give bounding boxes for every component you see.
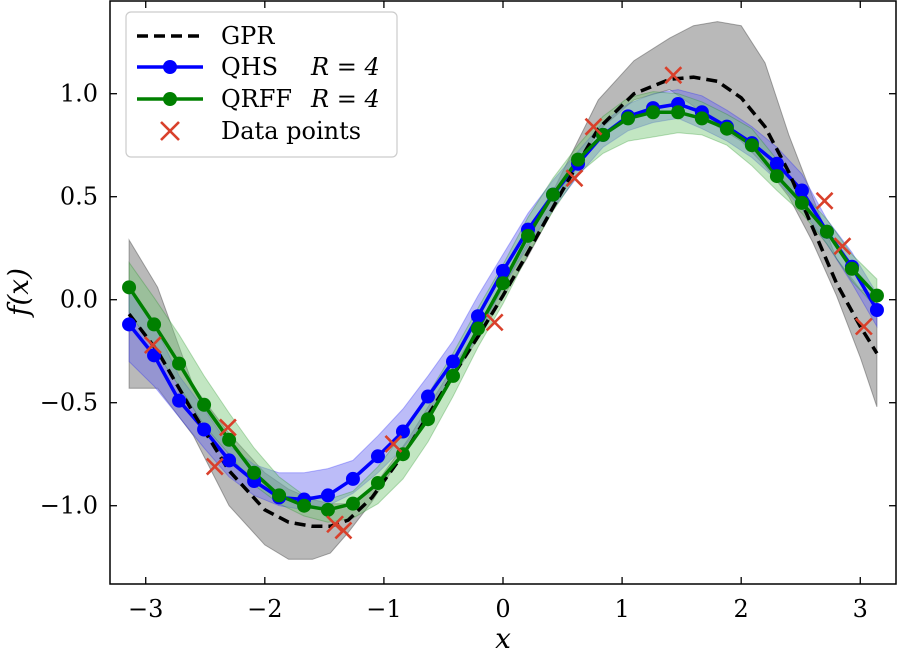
data-point xyxy=(815,191,834,210)
data-point xyxy=(334,521,353,540)
data-point xyxy=(565,169,584,188)
qhs-point xyxy=(470,309,485,324)
qrff-point xyxy=(445,368,460,383)
qrff-point xyxy=(172,356,187,371)
x-axis-label: x xyxy=(495,622,511,655)
data-point xyxy=(326,515,345,534)
qhs-point xyxy=(769,156,784,171)
qhs-confidence-band xyxy=(128,89,878,511)
qrff-point xyxy=(122,280,137,295)
qrff-point xyxy=(272,488,287,503)
data-point xyxy=(833,237,852,256)
qrff-point xyxy=(297,498,312,513)
qrff-point xyxy=(769,169,784,184)
legend-qhs-param: R = 4 xyxy=(310,53,380,81)
data-point xyxy=(205,457,224,476)
qhs-point xyxy=(197,422,212,437)
x-tick-label: 3 xyxy=(853,595,868,623)
confidence-bands xyxy=(128,21,878,560)
qrff-point xyxy=(320,502,335,517)
qrff-point xyxy=(197,397,212,412)
qrff-point xyxy=(571,152,586,167)
legend-data-label: Data points xyxy=(221,117,361,145)
qrff-point xyxy=(794,195,809,210)
qhs-point xyxy=(395,424,410,439)
qrff-point xyxy=(247,465,262,480)
legend-data-cross xyxy=(160,121,180,141)
qrff-point xyxy=(521,228,536,243)
qrff-point xyxy=(345,496,360,511)
qrff-point xyxy=(844,261,859,276)
data-point xyxy=(384,434,403,453)
data-point-markers xyxy=(143,66,873,540)
qrff-point xyxy=(671,105,686,120)
data-point xyxy=(218,418,237,437)
qrff-point xyxy=(694,111,709,126)
legend-qrff-param: R = 4 xyxy=(310,85,380,113)
qrff-point xyxy=(470,321,485,336)
qhs-point xyxy=(222,453,237,468)
legend-qrff-marker xyxy=(163,92,177,106)
qrff-point xyxy=(496,276,510,291)
legend-qrff-label: QRFF xyxy=(221,85,292,113)
qhs-point xyxy=(445,354,460,369)
qhs-point xyxy=(869,303,884,318)
qrff-point xyxy=(719,121,734,136)
data-point xyxy=(664,66,683,85)
qhs-point xyxy=(370,449,385,464)
qrff-point xyxy=(222,432,237,447)
qrff-point xyxy=(370,476,385,491)
qhs-point xyxy=(496,263,510,278)
data-point xyxy=(485,313,504,332)
x-tick-label: −2 xyxy=(247,595,282,623)
data-point xyxy=(584,117,603,136)
x-axis-ticks: −3 −2 −1 0 1 2 3 xyxy=(128,1,868,623)
legend-qhs-marker xyxy=(163,60,177,74)
x-tick-label: −3 xyxy=(128,595,163,623)
qhs-point xyxy=(345,471,360,486)
qrff-point xyxy=(819,224,834,239)
legend-box xyxy=(125,11,398,158)
y-tick-label: 0.5 xyxy=(60,183,98,211)
data-point xyxy=(854,317,873,336)
y-tick-label: −1.0 xyxy=(40,492,98,520)
gpr-confidence-band xyxy=(128,21,878,560)
qrff-point xyxy=(869,288,884,303)
qrff-point xyxy=(147,317,162,332)
qrff-point xyxy=(744,138,759,153)
qrff-point xyxy=(420,412,435,427)
qhs-point xyxy=(420,389,435,404)
qhs-point xyxy=(320,488,335,503)
plot-area xyxy=(122,21,884,560)
x-tick-label: 0 xyxy=(495,595,510,623)
x-tick-label: −1 xyxy=(366,595,401,623)
qhs-point xyxy=(122,317,137,332)
x-tick-label: 1 xyxy=(614,595,629,623)
qhs-point xyxy=(794,183,809,198)
y-tick-label: −0.5 xyxy=(40,389,98,417)
legend-qhs-label: QHS xyxy=(221,53,278,81)
qhs-point xyxy=(147,348,162,363)
y-tick-label: 0.0 xyxy=(60,286,98,314)
data-point xyxy=(143,336,162,354)
qrff-point xyxy=(646,105,661,120)
y-axis-label: f(x) xyxy=(2,268,35,318)
qrff-point xyxy=(546,187,561,202)
legend-data-marker xyxy=(160,121,180,141)
x-tick-label: 2 xyxy=(734,595,749,623)
legend: GPR QHS R = 4 QRFF R = 4 Data points xyxy=(125,11,398,158)
qrff-point xyxy=(621,111,636,126)
qhs-point xyxy=(172,393,187,408)
gpr-mean-line xyxy=(127,75,879,529)
legend-gpr-label: GPR xyxy=(221,22,275,50)
y-tick-label: 1.0 xyxy=(60,80,98,108)
y-axis-ticks: −1.0 −0.5 0.0 0.5 1.0 xyxy=(40,80,896,520)
